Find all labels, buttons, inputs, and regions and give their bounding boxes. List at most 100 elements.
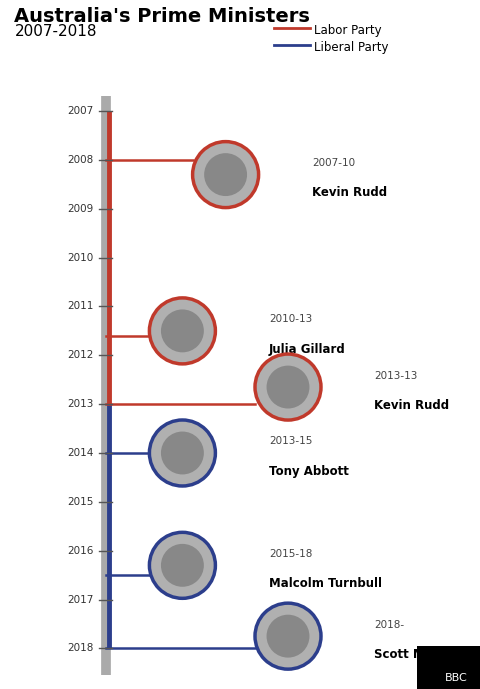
Ellipse shape [256, 604, 320, 668]
Ellipse shape [152, 423, 213, 483]
Text: Kevin Rudd: Kevin Rudd [374, 399, 450, 412]
Ellipse shape [264, 363, 312, 411]
Text: 2010: 2010 [67, 253, 94, 263]
Ellipse shape [281, 380, 295, 393]
Ellipse shape [173, 321, 192, 340]
Ellipse shape [173, 444, 192, 462]
Ellipse shape [176, 446, 189, 460]
Ellipse shape [266, 366, 310, 409]
Text: 2017: 2017 [67, 595, 94, 604]
Ellipse shape [150, 533, 215, 597]
Ellipse shape [161, 544, 204, 586]
Ellipse shape [156, 538, 209, 593]
Text: Liberal Party: Liberal Party [314, 41, 389, 54]
Ellipse shape [156, 426, 209, 480]
Text: 2014: 2014 [67, 448, 94, 458]
Ellipse shape [204, 154, 247, 196]
Text: Malcolm Turnbull: Malcolm Turnbull [269, 577, 382, 590]
Text: 2016: 2016 [67, 546, 94, 555]
Ellipse shape [207, 156, 244, 193]
Text: 2015: 2015 [67, 497, 94, 507]
Ellipse shape [179, 449, 186, 457]
Ellipse shape [170, 440, 195, 465]
Text: 2008: 2008 [67, 155, 94, 165]
Text: Labor Party: Labor Party [314, 24, 382, 37]
Text: Australia's Prime Ministers: Australia's Prime Ministers [14, 7, 310, 26]
Ellipse shape [152, 535, 213, 595]
Ellipse shape [199, 147, 252, 202]
Ellipse shape [270, 369, 306, 405]
Ellipse shape [216, 165, 235, 184]
Ellipse shape [161, 544, 204, 587]
Ellipse shape [152, 301, 213, 361]
Ellipse shape [164, 435, 201, 471]
Text: 2018: 2018 [67, 644, 94, 653]
Text: 2007-2018: 2007-2018 [14, 24, 97, 39]
Ellipse shape [158, 541, 206, 590]
Ellipse shape [276, 375, 300, 400]
Ellipse shape [255, 354, 321, 420]
Ellipse shape [261, 360, 315, 414]
Ellipse shape [182, 330, 183, 331]
Ellipse shape [173, 556, 192, 575]
Ellipse shape [273, 621, 303, 652]
Ellipse shape [167, 550, 198, 581]
Ellipse shape [149, 298, 216, 364]
Text: 2009: 2009 [67, 204, 94, 214]
Ellipse shape [161, 431, 204, 475]
Ellipse shape [284, 384, 292, 391]
Ellipse shape [210, 159, 241, 190]
Text: 2010-13: 2010-13 [269, 314, 312, 325]
Ellipse shape [219, 168, 232, 181]
Ellipse shape [202, 150, 250, 199]
Ellipse shape [158, 307, 206, 355]
Ellipse shape [284, 633, 292, 640]
Ellipse shape [170, 318, 195, 343]
Ellipse shape [281, 630, 295, 643]
Ellipse shape [270, 618, 306, 655]
Text: 2013-13: 2013-13 [374, 371, 418, 380]
Ellipse shape [164, 313, 201, 349]
Ellipse shape [161, 309, 204, 352]
Ellipse shape [149, 420, 216, 486]
Text: 2007: 2007 [67, 106, 94, 116]
Ellipse shape [179, 327, 186, 334]
Text: Kevin Rudd: Kevin Rudd [312, 186, 387, 199]
Ellipse shape [266, 615, 310, 657]
Ellipse shape [258, 357, 318, 417]
Ellipse shape [176, 325, 189, 338]
Ellipse shape [256, 355, 320, 419]
Ellipse shape [149, 533, 216, 598]
Ellipse shape [222, 171, 229, 178]
Ellipse shape [182, 565, 183, 566]
Text: 2011: 2011 [67, 302, 94, 311]
Ellipse shape [150, 299, 215, 363]
Ellipse shape [164, 547, 201, 584]
Ellipse shape [255, 603, 321, 669]
Ellipse shape [213, 162, 238, 187]
Text: Tony Abbott: Tony Abbott [269, 464, 348, 477]
Ellipse shape [225, 174, 226, 175]
Ellipse shape [193, 143, 258, 207]
Text: Scott Morrison: Scott Morrison [374, 648, 472, 661]
Ellipse shape [167, 438, 198, 469]
Ellipse shape [276, 624, 300, 648]
Text: Julia Gillard: Julia Gillard [269, 342, 346, 356]
Ellipse shape [158, 429, 206, 477]
Ellipse shape [267, 366, 309, 409]
Ellipse shape [273, 371, 303, 402]
Ellipse shape [161, 309, 204, 352]
Ellipse shape [267, 615, 309, 657]
Ellipse shape [176, 559, 189, 572]
Ellipse shape [204, 153, 247, 196]
Ellipse shape [150, 421, 215, 485]
Text: 2015-18: 2015-18 [269, 548, 312, 559]
Ellipse shape [170, 553, 195, 578]
Ellipse shape [161, 432, 204, 474]
Text: 2012: 2012 [67, 350, 94, 360]
Ellipse shape [195, 145, 256, 205]
Ellipse shape [192, 142, 259, 207]
Ellipse shape [264, 612, 312, 660]
Ellipse shape [179, 562, 186, 569]
Text: 2018-: 2018- [374, 619, 405, 630]
